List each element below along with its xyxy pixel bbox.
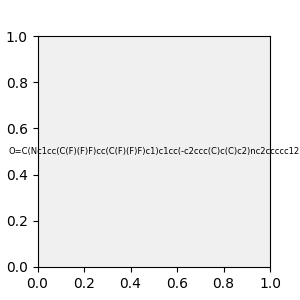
Text: O=C(Nc1cc(C(F)(F)F)cc(C(F)(F)F)c1)c1cc(-c2ccc(C)c(C)c2)nc2ccccc12: O=C(Nc1cc(C(F)(F)F)cc(C(F)(F)F)c1)c1cc(-…	[8, 147, 299, 156]
